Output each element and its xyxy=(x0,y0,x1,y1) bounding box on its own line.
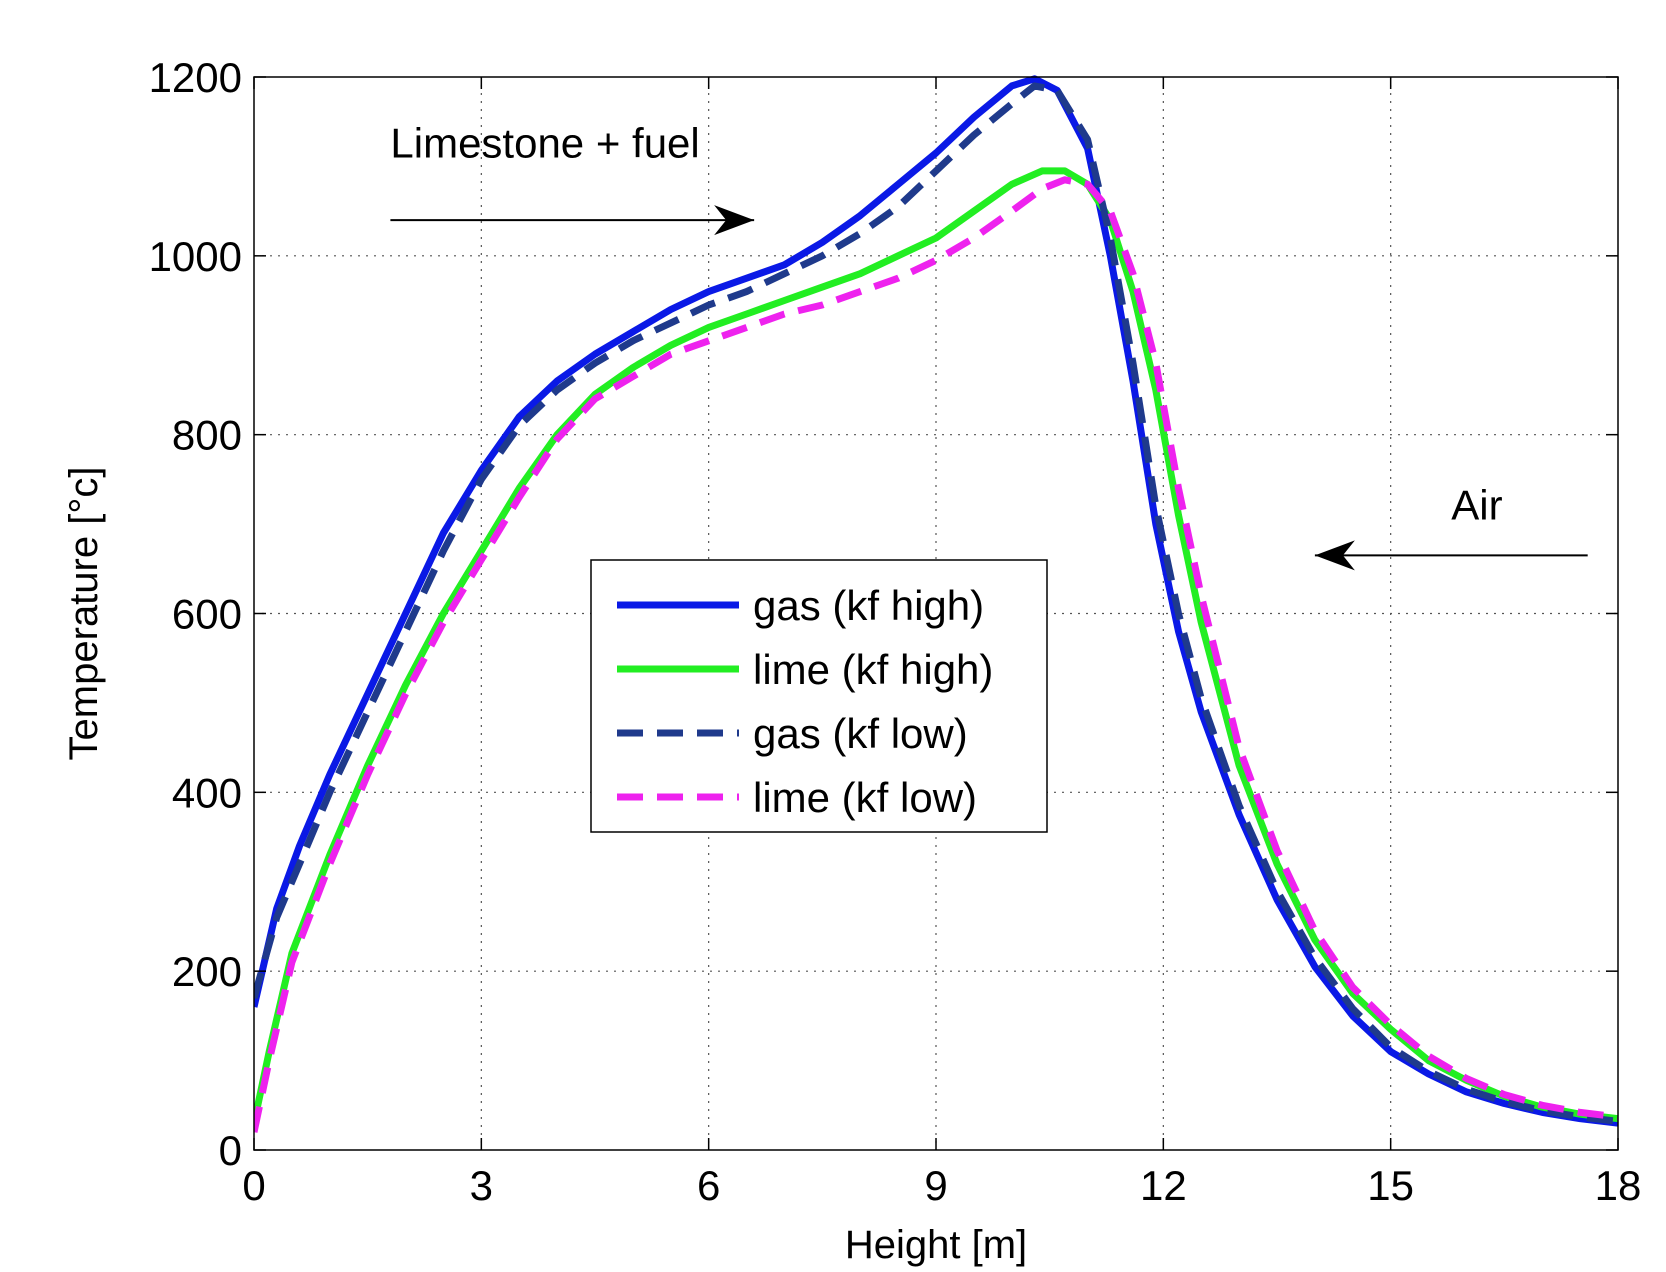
series-line-1 xyxy=(254,75,1618,1127)
legend-label-1: gas (kf high) xyxy=(753,582,984,629)
x-tick-label: 9 xyxy=(924,1162,947,1209)
y-tick-label: 600 xyxy=(172,591,242,638)
annotation-text-1: Limestone + fuel xyxy=(390,119,699,166)
y-tick-label: 400 xyxy=(172,769,242,816)
y-tick-label: 1200 xyxy=(149,54,242,101)
y-axis-label: Temperature [°c] xyxy=(62,467,106,761)
series-line-3 xyxy=(254,82,1618,1125)
legend: gas (kf high) lime (kf high) gas (kf low) l… xyxy=(590,559,1048,833)
x-tick-label: 0 xyxy=(242,1162,265,1209)
x-tick-label: 15 xyxy=(1367,1162,1414,1209)
x-tick-label: 18 xyxy=(1595,1162,1642,1209)
legend-label-3: gas (kf low) xyxy=(753,710,968,757)
annotation-arrow-2 xyxy=(1314,540,1588,571)
annotation-arrow-1 xyxy=(390,205,755,236)
legend-label-2: lime (kf high) xyxy=(753,646,993,693)
x-tick-label: 6 xyxy=(697,1162,720,1209)
annotation-text-2: Air xyxy=(1451,482,1502,529)
x-axis-label: Height [m] xyxy=(845,1223,1027,1267)
x-tick-label: 3 xyxy=(470,1162,493,1209)
y-tick-label: 0 xyxy=(219,1127,242,1174)
legend-label-4: lime (kf low) xyxy=(753,774,977,821)
annotations: Limestone + fuel Air xyxy=(390,119,1588,571)
y-tick-label: 800 xyxy=(172,412,242,459)
y-tick-label: 200 xyxy=(172,948,242,995)
y-tick-label: 1000 xyxy=(149,233,242,280)
axis-ticks: 0 3 6 9 12 15 18 0 200 400 600 800 1000 1200 xyxy=(149,54,1642,1209)
x-tick-label: 12 xyxy=(1140,1162,1187,1209)
series-line-2 xyxy=(254,167,1618,1124)
series-lines xyxy=(254,75,1618,1133)
